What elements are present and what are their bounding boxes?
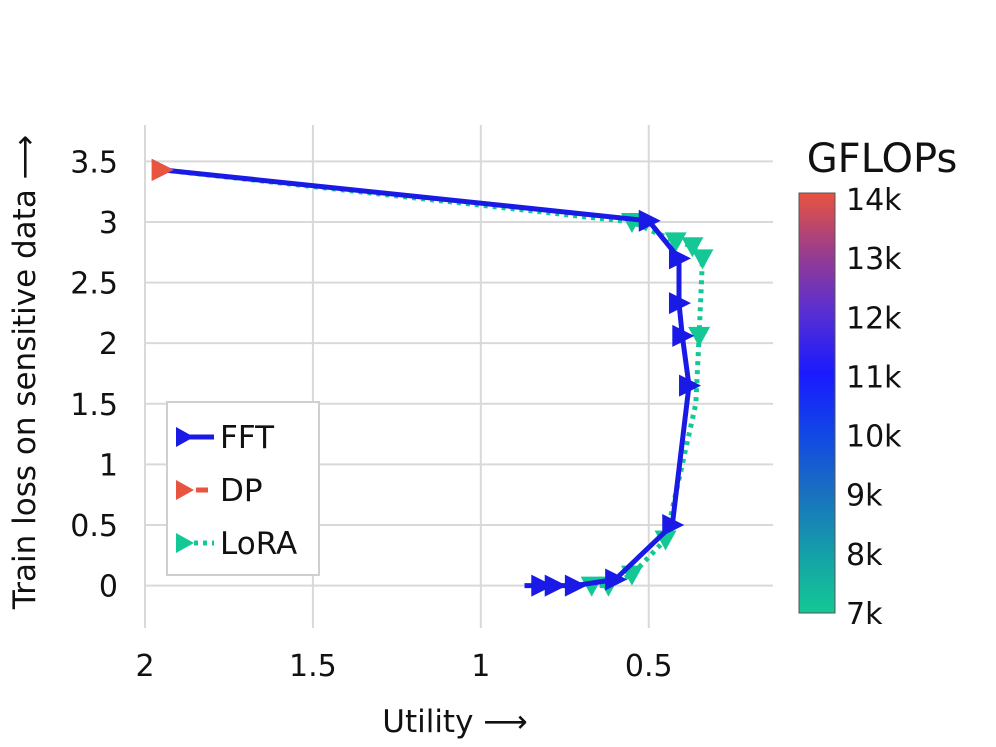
fft-marker [544, 574, 567, 597]
fft-marker [668, 292, 691, 315]
fft-marker [531, 574, 554, 597]
lora-marker [688, 326, 711, 347]
colorbar-tick-label: 10k [846, 420, 902, 455]
colorbar-tick-label: 13k [846, 242, 902, 277]
legend-item-dp: DP [176, 473, 263, 509]
colorbar-tick-label: 9k [846, 479, 883, 514]
legend-marker-lora [176, 533, 194, 553]
y-tick-label: 1.5 [70, 388, 118, 423]
plot-area [151, 158, 714, 597]
x-axis-label: Utility ⟶ [382, 704, 527, 740]
x-tick-label: 0.5 [625, 649, 673, 684]
y-axis-ticks: 3.5 3 2.5 2 1.5 1 0.5 0 [70, 145, 118, 604]
y-tick-label: 2.5 [70, 267, 118, 302]
fft-marker [679, 374, 702, 397]
colorbar-title: GFLOPs [807, 136, 958, 182]
legend-item-lora: LoRA [176, 526, 297, 562]
y-tick-label: 3 [99, 206, 118, 241]
y-tick-label: 3.5 [70, 145, 118, 180]
y-tick-label: 2 [99, 327, 118, 362]
lora-marker [664, 232, 687, 253]
legend-marker-dp [176, 480, 194, 500]
colorbar: GFLOPs 14k 13k 12k 11k 10k 9k 8k 7k [798, 136, 958, 632]
lora-marker [681, 237, 704, 258]
legend-label-dp: DP [220, 473, 263, 509]
colorbar-tick-label: 8k [846, 538, 883, 573]
fft-marker [662, 513, 685, 536]
colorbar-tick-label: 7k [846, 597, 883, 632]
colorbar-tick-label: 11k [846, 360, 902, 395]
x-axis-ticks: 2 1.5 1 0.5 [135, 649, 672, 684]
legend-item-fft: FFT [176, 420, 275, 456]
legend-label-lora: LoRA [220, 526, 297, 562]
y-tick-label: 0 [99, 570, 118, 605]
lora-marker [691, 249, 714, 270]
y-axis-label: Train loss on sensitive data ⟶ [7, 135, 43, 610]
fft-marker [605, 568, 628, 591]
colorbar-tick-label: 14k [846, 183, 902, 218]
dp-marker [151, 158, 174, 181]
legend-box [166, 401, 320, 576]
x-tick-label: 1.5 [289, 649, 337, 684]
fft-marker [668, 247, 691, 270]
x-tick-label: 2 [135, 649, 154, 684]
legend: FFT DP LoRA [166, 401, 320, 576]
fft-marker [564, 574, 587, 597]
legend-label-fft: FFT [220, 420, 275, 456]
colorbar-tick-label: 12k [846, 301, 902, 336]
fft-marker [638, 209, 661, 232]
y-tick-label: 0.5 [70, 509, 118, 544]
y-tick-label: 1 [99, 448, 118, 483]
colorbar-gradient [798, 192, 836, 614]
legend-marker-fft [176, 427, 194, 447]
series-dp [151, 158, 174, 181]
x-tick-label: 1 [471, 649, 490, 684]
fft-marker [672, 324, 695, 347]
